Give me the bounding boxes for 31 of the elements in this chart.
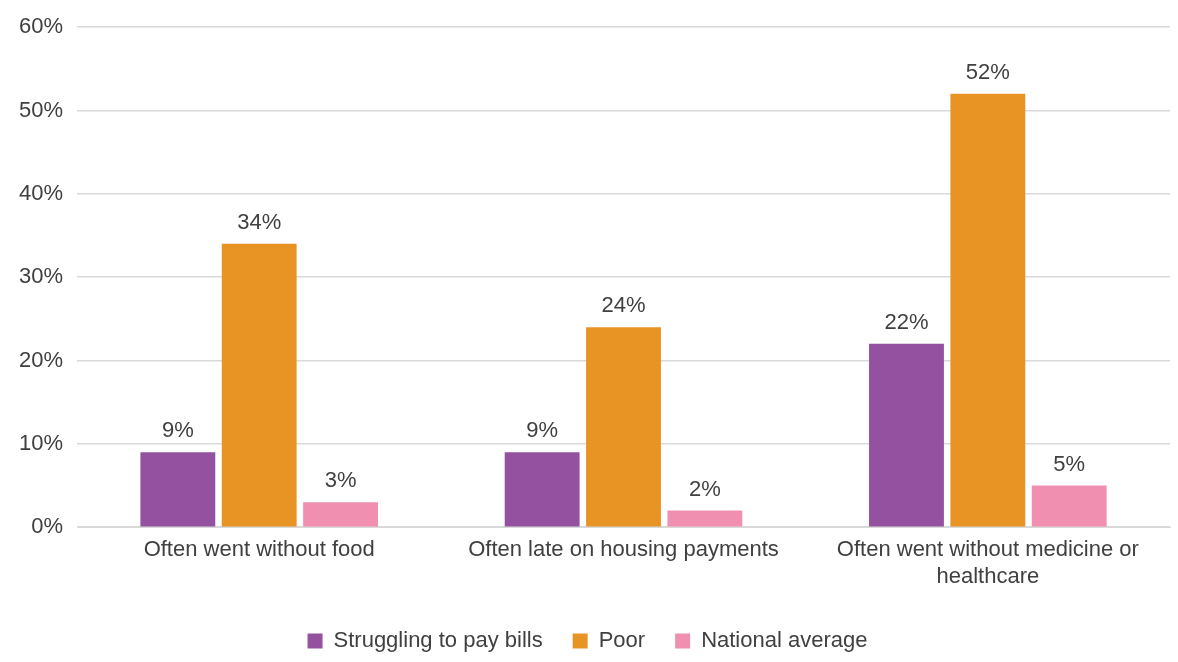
bar [140,452,216,527]
data-label: 22% [884,308,929,334]
legend-label: Poor [598,627,646,653]
y-tick-label: 10% [18,429,64,455]
y-tick-label: 0% [31,513,64,539]
bar [221,243,297,527]
y-tick-label: 20% [18,346,64,372]
y-tick-label: 40% [18,179,64,205]
bar [586,327,661,527]
data-label: 5% [1053,450,1086,476]
data-label: 9% [526,417,559,443]
data-label: 2% [688,475,721,501]
bar [1031,485,1107,527]
data-label: 34% [237,208,282,234]
bar [869,343,944,527]
legend-label: Struggling to pay bills [333,627,543,653]
data-label: 3% [324,467,357,493]
bar [667,510,743,527]
bar [303,502,378,527]
x-tick-label: Often went without medicine or healthcare [836,536,1139,588]
data-label: 24% [601,292,646,318]
y-tick-label: 60% [18,13,64,39]
data-label: 52% [965,58,1010,84]
y-tick-label: 50% [18,96,64,122]
bar [504,452,580,527]
y-tick-label: 30% [18,263,64,289]
data-label: 9% [161,417,194,443]
legend-label: National average [701,627,868,653]
x-tick-label: Often went without food [143,536,375,562]
x-tick-label: Often late on housing payments [468,536,779,562]
bar [950,93,1026,527]
